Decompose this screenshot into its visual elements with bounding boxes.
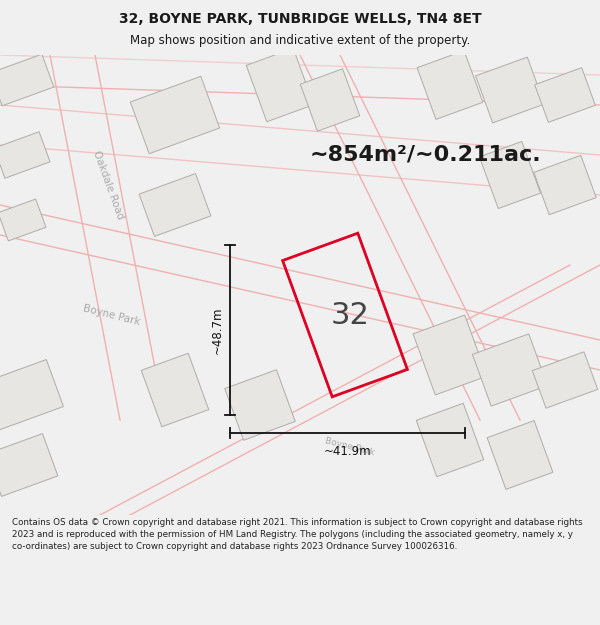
Text: ~48.7m: ~48.7m	[211, 306, 224, 354]
Polygon shape	[413, 315, 487, 395]
Polygon shape	[532, 352, 598, 408]
Text: Contains OS data © Crown copyright and database right 2021. This information is : Contains OS data © Crown copyright and d…	[12, 518, 583, 551]
Polygon shape	[476, 57, 544, 123]
Polygon shape	[0, 434, 58, 496]
Polygon shape	[0, 54, 54, 106]
Text: Boyne Park: Boyne Park	[82, 303, 142, 327]
Polygon shape	[535, 68, 595, 122]
Text: Boyne Park: Boyne Park	[324, 436, 376, 457]
Polygon shape	[225, 370, 295, 440]
Text: ~854m²/~0.211ac.: ~854m²/~0.211ac.	[310, 145, 542, 165]
Text: Map shows position and indicative extent of the property.: Map shows position and indicative extent…	[130, 34, 470, 47]
Polygon shape	[0, 199, 46, 241]
Polygon shape	[0, 359, 64, 431]
Text: Oakdale Road: Oakdale Road	[91, 149, 125, 221]
Polygon shape	[0, 132, 50, 178]
Polygon shape	[301, 69, 359, 131]
Polygon shape	[246, 48, 314, 122]
Text: 32, BOYNE PARK, TUNBRIDGE WELLS, TN4 8ET: 32, BOYNE PARK, TUNBRIDGE WELLS, TN4 8ET	[119, 12, 481, 26]
Polygon shape	[479, 141, 541, 209]
Polygon shape	[472, 334, 548, 406]
Polygon shape	[141, 353, 209, 427]
Polygon shape	[416, 403, 484, 477]
Polygon shape	[139, 174, 211, 236]
Polygon shape	[417, 51, 483, 119]
Polygon shape	[130, 76, 220, 154]
Polygon shape	[487, 421, 553, 489]
Polygon shape	[534, 155, 596, 215]
Text: ~41.9m: ~41.9m	[323, 445, 371, 458]
Text: 32: 32	[331, 301, 370, 329]
